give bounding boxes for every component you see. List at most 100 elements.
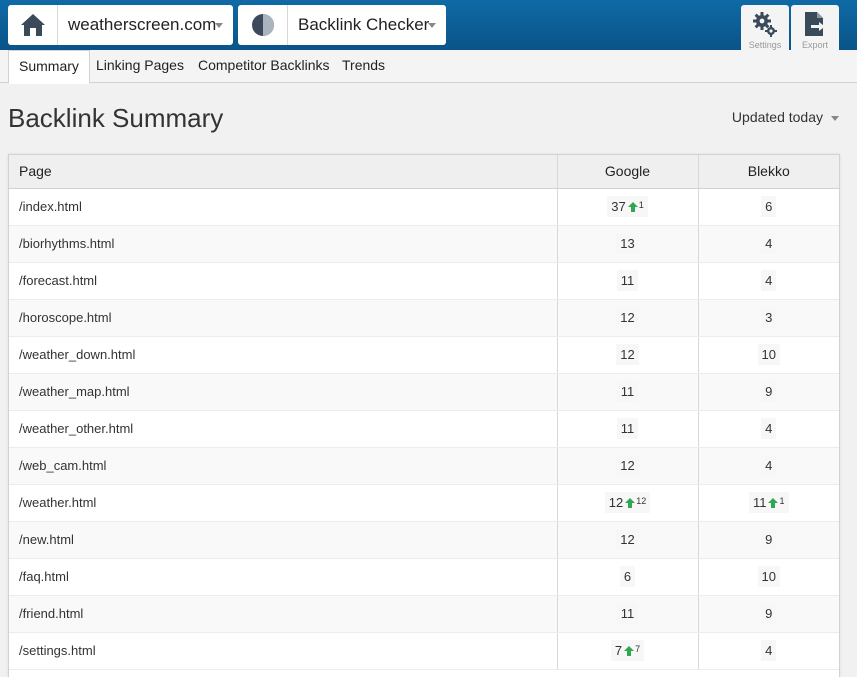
google-count-value: 37 1 [607,196,648,217]
tool-name: Backlink Checker [298,15,430,34]
backlink-table: Page Google Blekko /index.html 37 1 6/biorh… [8,154,840,677]
tool-selector[interactable]: Backlink Checker [238,5,446,45]
google-count-value: 13 [616,233,639,254]
blekko-count: 4 [698,447,839,485]
chevron-down-icon [428,23,436,28]
blekko-count: 9 [698,521,839,559]
page-link[interactable]: /faq.html [9,558,558,596]
site-name: weatherscreen.com [68,15,217,34]
site-selector[interactable]: weatherscreen.com [8,5,233,45]
blekko-count-value: 4 [761,418,777,439]
blekko-count-value: 9 [761,381,777,402]
value: 9 [765,532,773,547]
blekko-count: 4 [698,225,839,263]
blekko-count: 11 1 [698,484,839,522]
page-link[interactable]: /web_cam.html [9,447,558,485]
blekko-count-value: 6 [761,196,777,217]
value: 4 [765,643,773,658]
table-row: /new.html 12 9 [9,521,839,559]
google-count-value: 12 [616,455,639,476]
table-row: /weather_other.html 11 4 [9,410,839,448]
google-count-value: 6 [619,566,636,587]
google-count: 6 [557,558,699,596]
updated-dropdown[interactable]: Updated today [732,109,839,125]
blekko-count-value: 4 [761,640,777,661]
blekko-count-value: 3 [761,307,777,328]
page-link[interactable]: /index.html [9,188,558,226]
table-header-row: Page Google Blekko [9,155,839,189]
value: 12 [620,532,635,547]
tab-summary[interactable]: Summary [8,50,90,84]
google-count: 11 [557,410,699,448]
page-link[interactable]: /horoscope.html [9,299,558,337]
google-count: 37 1 [557,188,699,226]
chevron-down-icon [215,23,223,28]
page-link[interactable]: /new.html [9,521,558,559]
value: 4 [765,236,773,251]
table-row: /index.html 37 1 6 [9,188,839,226]
value: 9 [765,384,773,399]
page-link[interactable]: /weather_map.html [9,373,558,411]
google-count: 11 [557,595,699,633]
value: 3 [765,310,773,325]
google-count-value: 12 12 [604,492,651,513]
value: 11 [620,606,635,621]
table-row: /horoscope.html 12 3 [9,299,839,337]
column-header-page[interactable]: Page [9,155,558,189]
chevron-down-icon [831,115,839,121]
settings-button[interactable]: Settings [741,5,789,50]
table-row: /faq.html 6 10 [9,558,839,596]
arrow-up-icon [625,498,636,508]
column-header-google[interactable]: Google [557,155,699,189]
page-link[interactable]: /friend.html [9,595,558,633]
page-title: Backlink Summary [8,103,224,133]
value: 6 [623,569,632,584]
arrow-up-icon [627,202,638,212]
google-count: 11 [557,373,699,411]
value: 10 [761,347,776,362]
change-value: 1 [779,496,785,506]
page-link[interactable]: /forecast.html [9,262,558,300]
blekko-count: 4 [698,262,839,300]
tab-linking-pages[interactable]: Linking Pages [96,57,184,73]
table-row: /weather_down.html 12 10 [9,336,839,374]
table-row: /weather.html 12 12 11 1 [9,484,839,522]
blekko-count-value: 10 [757,344,780,365]
google-count: 12 [557,336,699,374]
page-link[interactable]: /weather.html [9,484,558,522]
google-count-value: 12 [616,344,639,365]
google-count-value: 11 [616,270,639,291]
value: 12 [620,458,635,473]
google-count: 11 [557,262,699,300]
value: 11 [752,495,767,510]
page-link[interactable]: /weather_down.html [9,336,558,374]
column-header-blekko[interactable]: Blekko [698,155,839,189]
pie-chart-icon [238,5,288,45]
updated-label: Updated today [731,109,823,125]
change-value: 7 [635,644,641,654]
gear-icon [753,12,777,37]
home-icon[interactable] [8,5,58,45]
google-count: 12 [557,447,699,485]
page-link[interactable]: /settings.html [9,632,558,670]
google-count-value: 11 [616,418,639,439]
blekko-count: 9 [698,373,839,411]
blekko-count: 3 [698,299,839,337]
blekko-count-value: 11 1 [748,492,789,513]
export-button[interactable]: Export [791,5,839,50]
page-link[interactable]: /biorhythms.html [9,225,558,263]
blekko-count-value: 4 [761,233,777,254]
blekko-count: 10 [698,558,839,596]
table-row: /settings.html 7 7 4 [9,632,839,670]
table-row: /biorhythms.html 13 4 [9,225,839,263]
blekko-count: 4 [698,632,839,670]
tab-trends[interactable]: Trends [342,57,386,73]
page-link[interactable]: /weather_other.html [9,410,558,448]
blekko-count: 10 [698,336,839,374]
table-row: /friend.html 11 9 [9,595,839,633]
blekko-count-value: 9 [761,529,777,550]
tab-competitor-backlinks[interactable]: Competitor Backlinks [198,57,330,73]
arrow-up-icon [624,646,635,656]
